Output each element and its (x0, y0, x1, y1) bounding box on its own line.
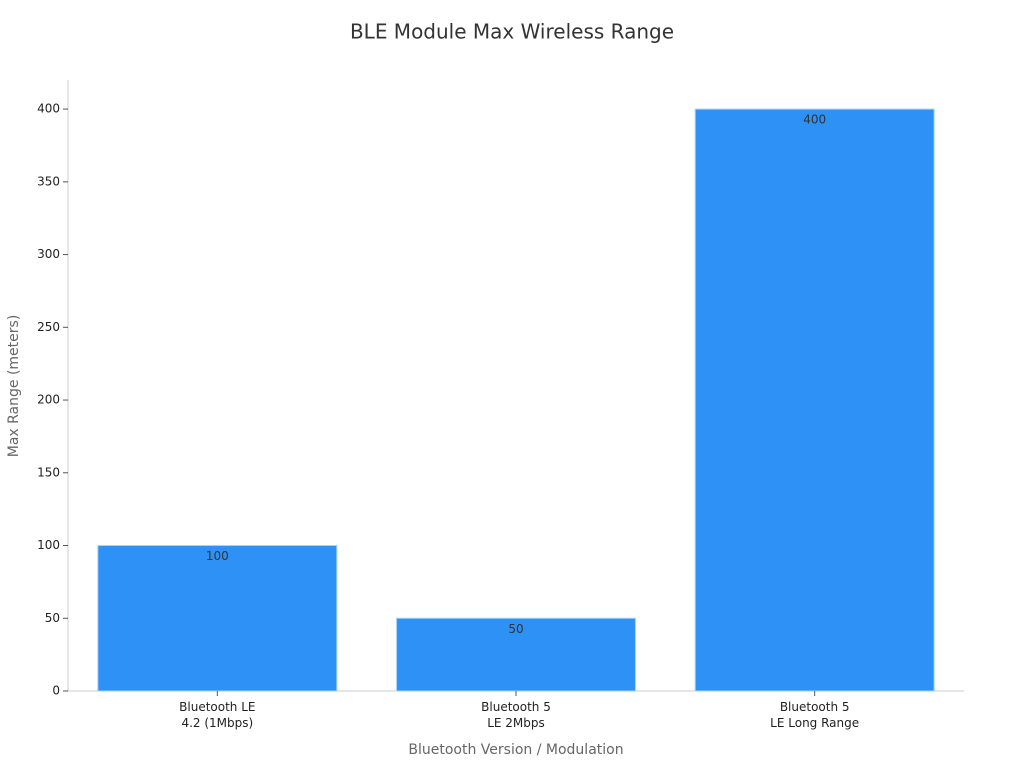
value-label: 50 (508, 622, 523, 636)
x-tick-label: Bluetooth LE 4.2 (1Mbps) (179, 700, 255, 730)
y-tick-label: 400 (37, 102, 60, 116)
x-tick-label: Bluetooth 5 LE Long Range (770, 700, 859, 730)
value-label: 400 (803, 113, 826, 127)
y-tick-label: 100 (37, 538, 60, 552)
x-tick-label: Bluetooth 5 LE 2Mbps (481, 700, 551, 730)
y-tick-label: 0 (52, 684, 60, 698)
y-tick-label: 300 (37, 247, 60, 261)
y-tick-label: 250 (37, 320, 60, 334)
bar (694, 108, 935, 692)
y-tick-label: 200 (37, 393, 60, 407)
bar (97, 545, 338, 692)
x-axis-title: Bluetooth Version / Modulation (408, 742, 623, 758)
bar (396, 617, 636, 692)
y-tick-label: 150 (37, 465, 60, 479)
y-tick-label: 350 (37, 174, 60, 188)
y-tick-label: 50 (45, 611, 60, 625)
chart-title: BLE Module Max Wireless Range (350, 20, 674, 44)
y-axis-title: Max Range (meters) (6, 315, 22, 458)
value-label: 100 (206, 549, 229, 563)
